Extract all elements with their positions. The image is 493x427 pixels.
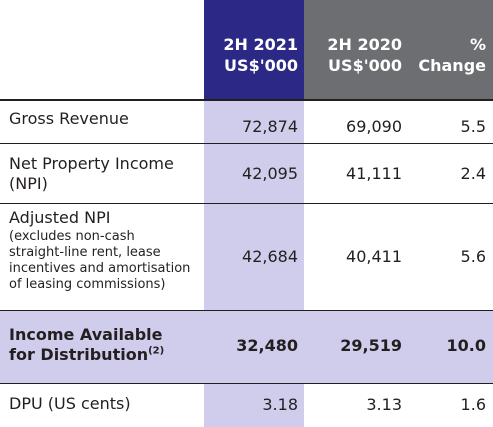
row-divider: [0, 310, 493, 311]
row-label-npi-line2: (NPI): [9, 174, 48, 193]
row-label-gross-revenue: Gross Revenue: [9, 109, 129, 128]
value-2020-gross-revenue: 69,090: [346, 117, 402, 136]
column-header-2h-2021-unit: US$'000: [224, 56, 298, 75]
column-header-2h-2020-unit: US$'000: [328, 56, 402, 75]
value-change-gross-revenue: 5.5: [460, 117, 486, 136]
value-2021-income-available: 32,480: [236, 336, 298, 355]
highlight-row-income-available: [0, 310, 493, 383]
column-header-percent-symbol: %: [469, 35, 486, 54]
column-header-2h-2021: 2H 2021 US$'000: [204, 0, 304, 99]
row-note-adjusted-npi-line3: incentives and amortisation: [9, 261, 191, 276]
value-2020-dpu: 3.13: [366, 395, 402, 414]
value-2020-income-available: 29,519: [340, 336, 402, 355]
value-2021-adjusted-npi: 42,684: [242, 247, 298, 266]
highlight-column-band-upper: [204, 99, 304, 310]
value-change-dpu: 1.6: [460, 395, 486, 414]
column-header-percent-change: % Change: [409, 0, 493, 99]
highlight-column-band-lower: [204, 383, 304, 427]
row-note-adjusted-npi-line1: (excludes non-cash: [9, 229, 135, 244]
row-label-dpu: DPU (US cents): [9, 394, 131, 413]
row-note-adjusted-npi-line4: of leasing commissions): [9, 277, 166, 292]
row-label-income-available-text: for Distribution: [9, 345, 149, 364]
row-divider: [0, 203, 493, 204]
row-note-adjusted-npi-line2: straight-line rent, lease: [9, 245, 161, 260]
column-header-2h-2021-period: 2H 2021: [223, 35, 298, 54]
row-divider: [0, 143, 493, 144]
row-label-income-available-line1: Income Available: [9, 325, 163, 344]
row-divider: [0, 383, 493, 384]
value-2020-npi: 41,111: [346, 164, 402, 183]
row-label-income-available-line2: for Distribution(2): [9, 345, 164, 365]
value-2021-gross-revenue: 72,874: [242, 117, 298, 136]
value-change-income-available: 10.0: [446, 336, 486, 355]
value-change-adjusted-npi: 5.6: [460, 247, 486, 266]
value-change-npi: 2.4: [460, 164, 486, 183]
value-2021-npi: 42,095: [242, 164, 298, 183]
column-header-2h-2020: 2H 2020 US$'000: [304, 0, 409, 99]
header-divider: [0, 99, 493, 101]
value-2020-adjusted-npi: 40,411: [346, 247, 402, 266]
column-header-change-label: Change: [418, 56, 486, 75]
footnote-marker: (2): [148, 345, 165, 357]
value-2021-dpu: 3.18: [262, 395, 298, 414]
row-label-npi-line1: Net Property Income: [9, 154, 174, 173]
column-header-2h-2020-period: 2H 2020: [327, 35, 402, 54]
row-label-adjusted-npi: Adjusted NPI: [9, 208, 111, 227]
